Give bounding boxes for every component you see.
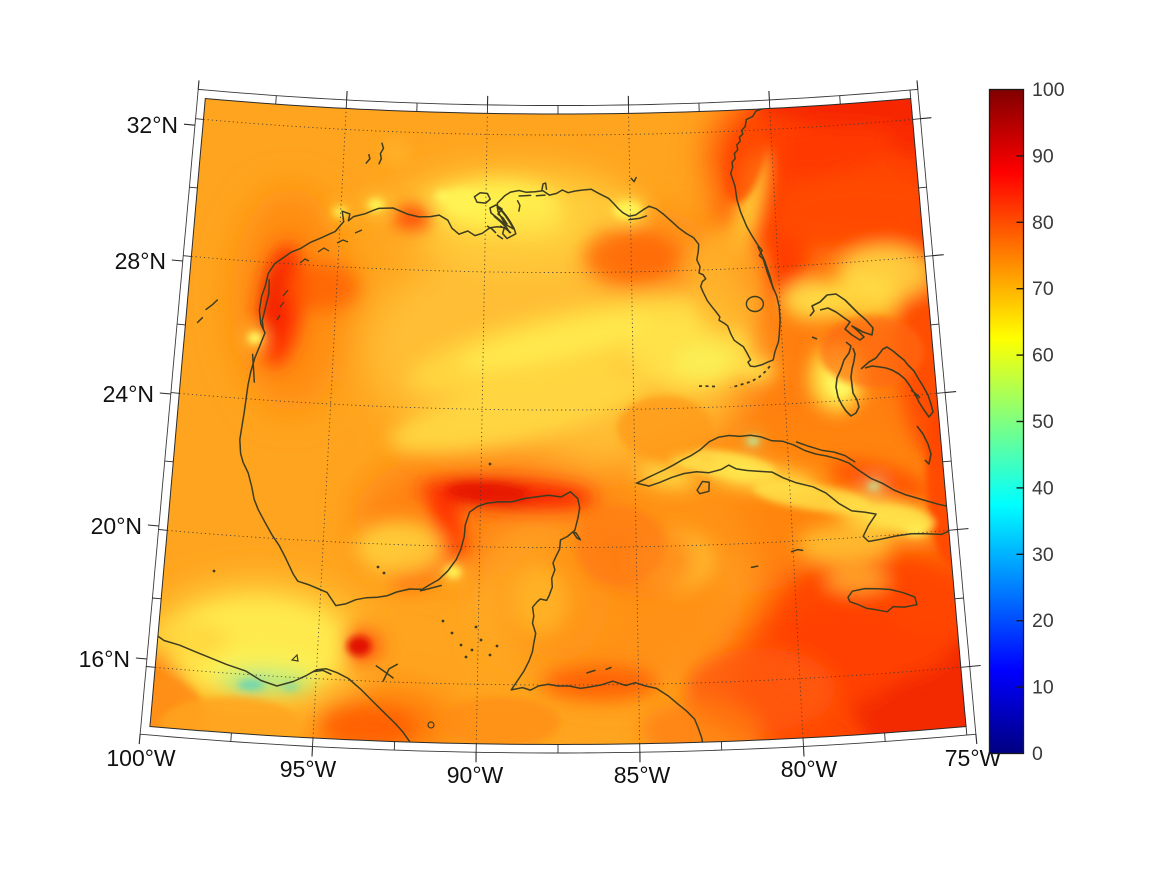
svg-text:30: 30 — [1032, 544, 1054, 566]
svg-text:10: 10 — [1032, 677, 1054, 699]
svg-text:40: 40 — [1032, 477, 1054, 499]
svg-text:50: 50 — [1032, 411, 1054, 433]
svg-text:100: 100 — [1032, 79, 1065, 101]
svg-text:80°W: 80°W — [781, 756, 838, 782]
svg-text:85°W: 85°W — [614, 762, 671, 788]
svg-text:20°N: 20°N — [91, 513, 142, 539]
svg-text:95°W: 95°W — [280, 756, 337, 782]
svg-text:90: 90 — [1032, 145, 1054, 167]
svg-text:0: 0 — [1032, 743, 1043, 765]
svg-text:80: 80 — [1032, 212, 1054, 234]
svg-text:28°N: 28°N — [115, 248, 166, 274]
svg-text:20: 20 — [1032, 610, 1054, 632]
svg-text:24°N: 24°N — [103, 381, 154, 407]
svg-text:70: 70 — [1032, 278, 1054, 300]
svg-text:32°N: 32°N — [127, 112, 178, 138]
svg-text:16°N: 16°N — [79, 646, 130, 672]
svg-text:100°W: 100°W — [106, 745, 176, 771]
svg-text:60: 60 — [1032, 345, 1054, 367]
svg-text:90°W: 90°W — [447, 762, 504, 788]
